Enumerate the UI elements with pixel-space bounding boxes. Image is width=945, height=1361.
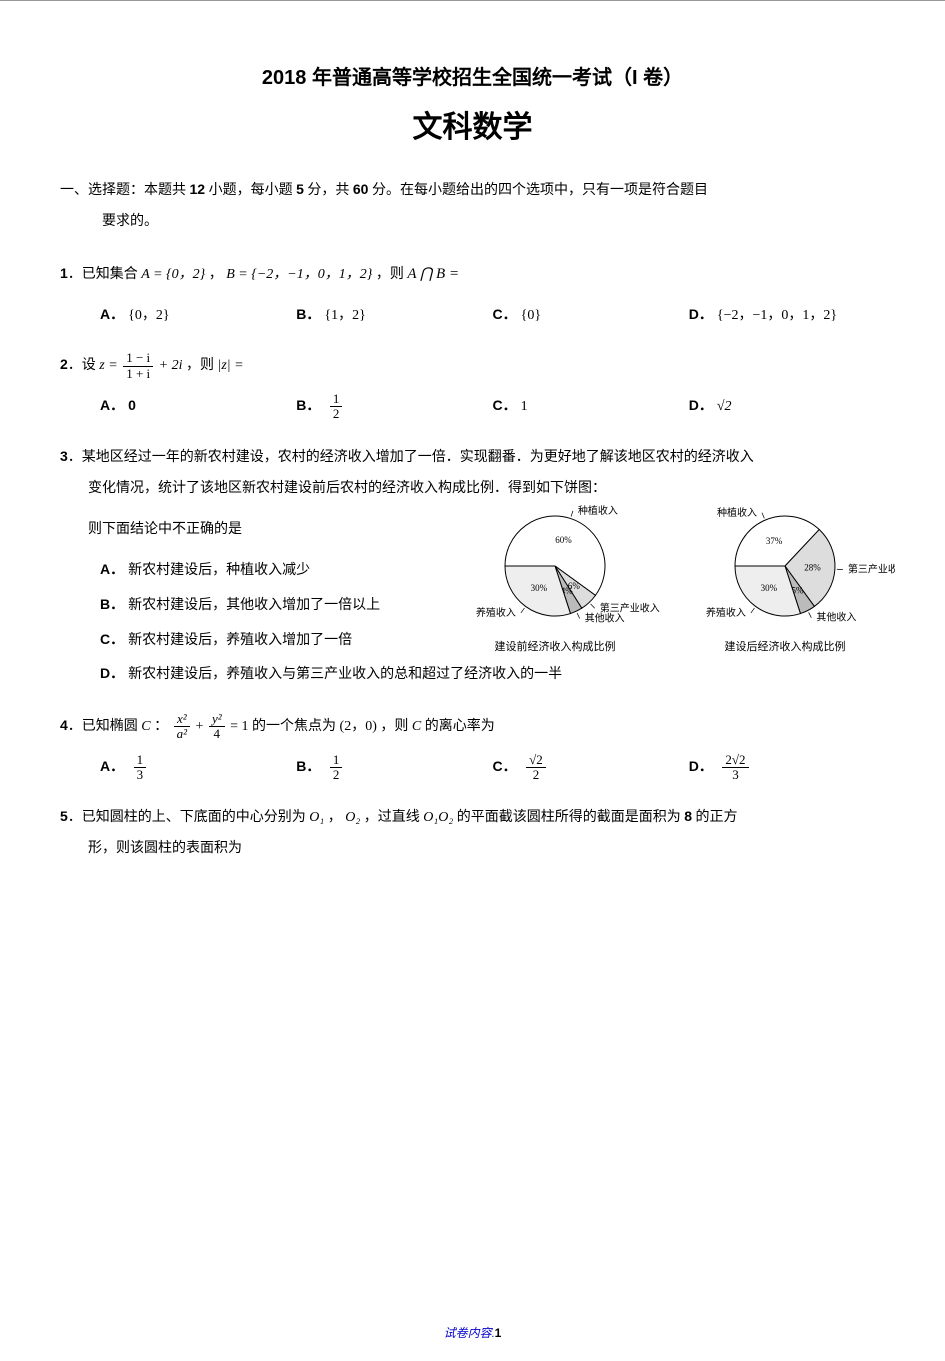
footer-page: 1 xyxy=(495,1326,502,1340)
q2-opt-B: B． 1 2 xyxy=(296,390,492,423)
q2-opt-A: A．0 xyxy=(100,390,296,423)
q5-eight: 8 xyxy=(684,808,692,824)
pie-after-caption: 建设后经济收入构成比例 xyxy=(675,635,895,659)
q2-opt-C: C．1 xyxy=(493,390,689,423)
instr-count: 12 xyxy=(190,181,206,197)
q4-C: C xyxy=(141,719,150,734)
q1-stem-b: ，则 xyxy=(376,267,404,282)
question-2: 2．设 z = 1 − i 1 + i + 2i ，则 |z| = A．0 B．… xyxy=(60,349,885,423)
q4-opt-C: C． √22 xyxy=(493,751,689,784)
q4-fy: y² 4 xyxy=(209,712,225,742)
pie-before-svg: 60%种植收入6%第三产业收入4%其他收入30%养殖收入 xyxy=(445,501,665,631)
footer-label: 试卷内容. xyxy=(444,1326,495,1340)
q4-stem-b: 的一个焦点为 xyxy=(252,719,336,734)
q5-stem-a: ．已知圆柱的上、下底面的中心分别为 xyxy=(68,810,306,825)
q1-sep: ， xyxy=(209,267,223,282)
instr-total: 60 xyxy=(353,181,369,197)
question-3: 3．某地区经过一年的新农村建设，农村的经济收入增加了一倍．实现翻番．为更好地了解… xyxy=(60,441,885,692)
q3-opt-D: D．新农村建设后，养殖收入与第三产业收入的总和超过了经济收入的一半 xyxy=(100,657,885,692)
instr-mid1: 小题，每小题 xyxy=(209,183,293,198)
q5-stem-c: 的平面截该圆柱所得的截面是面积为 xyxy=(457,810,681,825)
q2-abs: |z| = xyxy=(218,358,244,373)
q5-num: 5 xyxy=(60,808,68,824)
q3-line1: ．某地区经过一年的新农村建设，农村的经济收入增加了一倍．实现翻番．为更好地了解该… xyxy=(68,450,754,465)
svg-text:养殖收入: 养殖收入 xyxy=(476,606,516,619)
q1-num: 1 xyxy=(60,265,68,281)
exam-subject: 文科数学 xyxy=(60,102,885,146)
q4-answers: A． 13 B． 12 C． √22 D． 2√23 xyxy=(60,751,885,784)
q1-opt-B: B．{1，2} xyxy=(296,299,492,332)
q4-focus: (2，0) xyxy=(340,719,377,734)
q4-num: 4 xyxy=(60,717,68,733)
q4-plus: + xyxy=(196,719,207,734)
q3-num: 3 xyxy=(60,448,68,464)
q4-stem-c: ，则 xyxy=(380,719,408,734)
page-footer: 试卷内容.1 xyxy=(0,1324,945,1341)
exam-page: 2018 年普通高等学校招生全国统一考试（I 卷） 文科数学 一、选择题：本题共… xyxy=(0,0,945,1361)
q4-stem-d: 的离心率为 xyxy=(425,719,495,734)
question-5: 5．已知圆柱的上、下底面的中心分别为 O₁ ， O₂ ，过直线 O₁O₂ 的平面… xyxy=(60,801,885,865)
q1-stem-a: ．已知集合 xyxy=(68,267,142,282)
q5-O2: O₂ xyxy=(345,810,360,825)
q1-opt-C: C．{0} xyxy=(493,299,689,332)
instr-tail2: 要求的。 xyxy=(60,207,885,238)
svg-text:60%: 60% xyxy=(555,535,572,545)
svg-text:28%: 28% xyxy=(804,563,821,573)
q4-opt-B: B． 12 xyxy=(296,751,492,784)
pie-before-caption: 建设前经济收入构成比例 xyxy=(445,635,665,659)
section-instructions: 一、选择题：本题共 12 小题，每小题 5 分，共 60 分。在每小题给出的四个… xyxy=(60,174,885,238)
instr-tail: 分。在每小题给出的四个选项中，只有一项是符合题目 xyxy=(372,183,708,198)
svg-text:其他收入: 其他收入 xyxy=(585,611,625,624)
q1-answers: A．{0，2} B．{1，2} C．{0} D．{−2，−1，0，1，2} xyxy=(60,299,885,332)
question-1: 1．已知集合 A = {0，2} ， B = {−2，−1，0，1，2} ，则 … xyxy=(60,258,885,332)
q2-frac: 1 − i 1 + i xyxy=(123,351,153,381)
svg-text:种植收入: 种植收入 xyxy=(578,504,618,517)
q5-O1: O₁ xyxy=(309,810,324,825)
q4-C2: C xyxy=(412,719,421,734)
q1-set-A: A = {0，2} xyxy=(141,267,205,282)
svg-text:其他收入: 其他收入 xyxy=(816,611,856,624)
instr-lead: 一、选择题：本题共 xyxy=(60,183,186,198)
q2-stem-a: ．设 xyxy=(68,358,100,373)
svg-text:种植收入: 种植收入 xyxy=(717,506,757,519)
q4-stem-a: ．已知椭圆 xyxy=(68,719,138,734)
svg-text:37%: 37% xyxy=(766,536,783,546)
instr-mid2: 分，共 xyxy=(307,183,349,198)
q1-set-B: B = {−2，−1，0，1，2} xyxy=(226,267,372,282)
q2-stem-b: ，则 xyxy=(186,358,214,373)
q3-line2: 变化情况，统计了该地区新农村建设前后农村的经济收入构成比例．得到如下饼图： xyxy=(60,474,885,505)
pie-before: 60%种植收入6%第三产业收入4%其他收入30%养殖收入 建设前经济收入构成比例 xyxy=(445,501,665,659)
q1-expr: A ⋂ B = xyxy=(407,266,459,282)
question-4: 4．已知椭圆 C ： x² a² + y² 4 = 1 的一个焦点为 (2，0)… xyxy=(60,710,885,784)
q4-opt-A: A． 13 xyxy=(100,751,296,784)
q2-eq-tail: + 2i xyxy=(159,358,183,373)
pie-after: 37%种植收入28%第三产业收入5%其他收入30%养殖收入 建设后经济收入构成比… xyxy=(675,501,895,659)
pie-after-svg: 37%种植收入28%第三产业收入5%其他收入30%养殖收入 xyxy=(675,501,895,631)
svg-text:30%: 30% xyxy=(761,583,778,593)
q4-colon: ： xyxy=(154,719,168,734)
q3-charts: 60%种植收入6%第三产业收入4%其他收入30%养殖收入 建设前经济收入构成比例… xyxy=(445,501,895,659)
exam-title: 2018 年普通高等学校招生全国统一考试（I 卷） xyxy=(60,61,885,90)
q1-opt-A: A．{0，2} xyxy=(100,299,296,332)
svg-text:第三产业收入: 第三产业收入 xyxy=(848,563,895,576)
q5-line2: 形，则该圆柱的表面积为 xyxy=(60,834,885,865)
q5-stem-b: ，过直线 xyxy=(364,810,420,825)
q5-sep: ， xyxy=(328,810,342,825)
q1-opt-D: D．{−2，−1，0，1，2} xyxy=(689,299,885,332)
q4-fx: x² a² xyxy=(174,712,190,742)
q2-opt-D: D．√2 xyxy=(689,390,885,423)
q2-lhs: z = xyxy=(99,358,117,373)
svg-text:30%: 30% xyxy=(531,583,548,593)
q2-answers: A．0 B． 1 2 C．1 D．√2 xyxy=(60,390,885,423)
q4-eq1: = 1 xyxy=(230,719,248,734)
svg-text:养殖收入: 养殖收入 xyxy=(706,606,746,619)
svg-text:第三产业收入: 第三产业收入 xyxy=(600,601,660,614)
q5-O1O2: O₁O₂ xyxy=(423,810,453,825)
instr-per: 5 xyxy=(296,181,304,197)
q4-opt-D: D． 2√23 xyxy=(689,751,885,784)
q2-num: 2 xyxy=(60,356,68,372)
q5-stem-d: 的正方 xyxy=(696,810,738,825)
